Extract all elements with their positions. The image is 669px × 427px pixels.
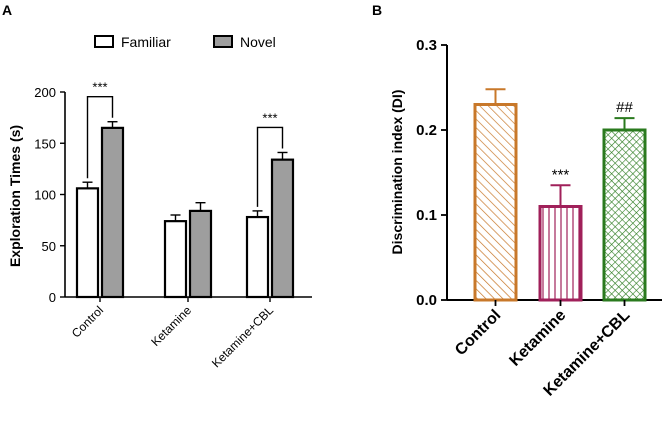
bar-ketamine-cbl xyxy=(602,128,647,302)
y-tick-label: 100 xyxy=(34,188,56,203)
panel-a-plot: 0 50 100 150 200 Control Ketamine Ketamine+CBL *… xyxy=(34,80,312,370)
bar-novel-control xyxy=(100,126,125,299)
legend-label-familiar: Familiar xyxy=(121,34,171,50)
bar-familiar-ketamine xyxy=(163,220,188,299)
bar-control xyxy=(473,103,518,302)
y-tick-label: 0.2 xyxy=(416,122,437,139)
legend-label-novel: Novel xyxy=(240,34,276,50)
y-tick-label: 0 xyxy=(49,290,56,305)
x-tick-label: Control xyxy=(69,303,106,340)
panel-a: A Familiar Novel 0 50 100 150 200 Control Ketam… xyxy=(2,2,312,370)
bar-familiar-control xyxy=(75,187,100,299)
y-tick-label: 150 xyxy=(34,136,56,151)
x-tick-label: Ketamine xyxy=(506,307,569,370)
y-axis-label: Discrimination index (DI) xyxy=(389,90,405,255)
y-tick-label: 0.0 xyxy=(416,292,437,309)
significance-label: *** xyxy=(92,80,107,95)
significance-label: *** xyxy=(552,166,570,183)
legend: Familiar Novel xyxy=(94,34,276,50)
x-tick-label: Control xyxy=(452,307,504,359)
y-tick-label: 0.3 xyxy=(416,37,437,54)
y-tick-label: 200 xyxy=(34,85,56,100)
significance-bracket xyxy=(256,126,284,207)
significance-label: ## xyxy=(616,99,633,116)
bar-novel-ketamine-cbl xyxy=(270,158,295,299)
legend-swatch-novel xyxy=(213,35,233,48)
y-axis-label: Exploration Times (s) xyxy=(7,125,23,267)
panel-a-letter: A xyxy=(2,2,12,18)
bar-novel-ketamine xyxy=(188,209,213,299)
y-tick-label: 50 xyxy=(42,239,56,254)
bar-familiar-ketamine-cbl xyxy=(245,215,270,299)
x-tick-label: Ketamine xyxy=(148,303,194,349)
y-tick-label: 0.1 xyxy=(416,207,437,224)
significance-label: *** xyxy=(262,110,277,125)
significance-bracket xyxy=(86,96,114,179)
bar-ketamine xyxy=(538,205,583,302)
panel-b-letter: B xyxy=(372,2,382,18)
legend-swatch-familiar xyxy=(94,35,114,48)
x-tick-label: Ketamine+CBL xyxy=(209,303,276,370)
